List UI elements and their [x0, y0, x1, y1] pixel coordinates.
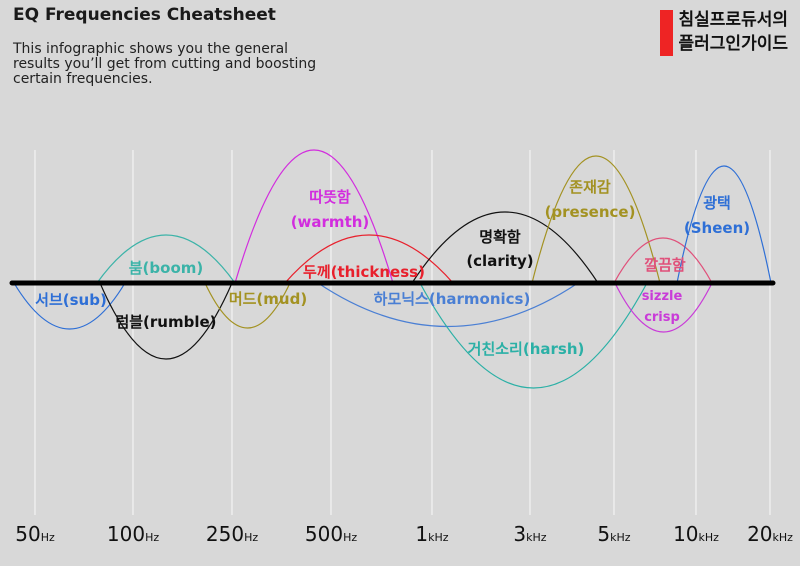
axis-tick-label: 50Hz — [15, 522, 55, 546]
curve-boom — [96, 234, 236, 284]
band-label-rumble: 럼블(rumble) — [115, 313, 216, 331]
band-labels: 서브(sub) 붐(boom) 럼블(rumble) 머드(mud) 따뜻함 (warmt… — [35, 178, 750, 358]
band-label-sheen: 광택 — [703, 194, 731, 212]
curve-harmonics — [317, 282, 579, 328]
axis-tick-label: 500Hz — [305, 522, 357, 546]
curve-sheen — [676, 165, 772, 284]
band-label-clarity: (clarity) — [466, 252, 533, 270]
grid-lines — [34, 150, 771, 515]
band-label-warmth: (warmth) — [291, 213, 370, 231]
brand-accent-bar — [659, 10, 673, 56]
curve-mud — [204, 282, 291, 329]
band-label-sub: 서브(sub) — [35, 291, 107, 309]
band-curves — [13, 149, 772, 389]
curve-harsh — [419, 282, 648, 389]
band-label-sizzle: 깔끔함 — [644, 256, 686, 274]
axis-tick-label: 100Hz — [107, 522, 159, 546]
curve-warmth — [234, 149, 394, 284]
band-label-mud: 머드(mud) — [229, 290, 307, 308]
band-label-boom: 붐(boom) — [129, 259, 204, 277]
curve-thickness — [284, 234, 454, 284]
band-label-sheen: (Sheen) — [684, 219, 750, 237]
axis-tick-label: 5kHz — [597, 522, 630, 546]
brand-text: 침실프로듀서의 플러그인가이드 — [679, 8, 788, 56]
band-label-crisp: sizzle — [642, 289, 683, 304]
axis-tick-label: 3kHz — [513, 522, 546, 546]
band-label-presence: (presence) — [545, 203, 636, 221]
axis-tick-labels: 50Hz 100Hz 250Hz 500Hz 1kHz 3kHz 5kHz 10kHz 20kH… — [15, 522, 793, 546]
brand-logo: 침실프로듀서의 플러그인가이드 — [659, 8, 788, 56]
page-description: This infographic shows you the general r… — [13, 41, 317, 87]
brand-line-2: 플러그인가이드 — [678, 34, 788, 54]
band-label-thickness: 두께(thickness) — [303, 263, 425, 281]
brand-line-1: 침실프로듀서의 — [678, 10, 788, 30]
axis-tick-label: 20kHz — [747, 522, 793, 546]
curve-rumble — [99, 282, 233, 360]
band-label-harmonics: 하모닉스(harmonics) — [374, 290, 531, 308]
curve-presence — [531, 155, 661, 284]
curve-crisp — [614, 282, 713, 333]
curve-sizzle — [613, 237, 713, 284]
band-label-harsh: 거친소리(harsh) — [468, 340, 585, 358]
axis-tick-label: 250Hz — [206, 522, 258, 546]
curve-sub — [13, 282, 126, 330]
axis-tick-label: 1kHz — [415, 522, 448, 546]
page-title: EQ Frequencies Cheatsheet — [13, 5, 276, 25]
band-label-presence: 존재감 — [569, 178, 611, 196]
curve-clarity — [411, 211, 599, 284]
band-label-clarity: 명확함 — [479, 228, 521, 246]
band-label-crisp: crisp — [644, 310, 680, 325]
band-label-warmth: 따뜻함 — [309, 188, 351, 206]
axis-tick-label: 10kHz — [673, 522, 719, 546]
